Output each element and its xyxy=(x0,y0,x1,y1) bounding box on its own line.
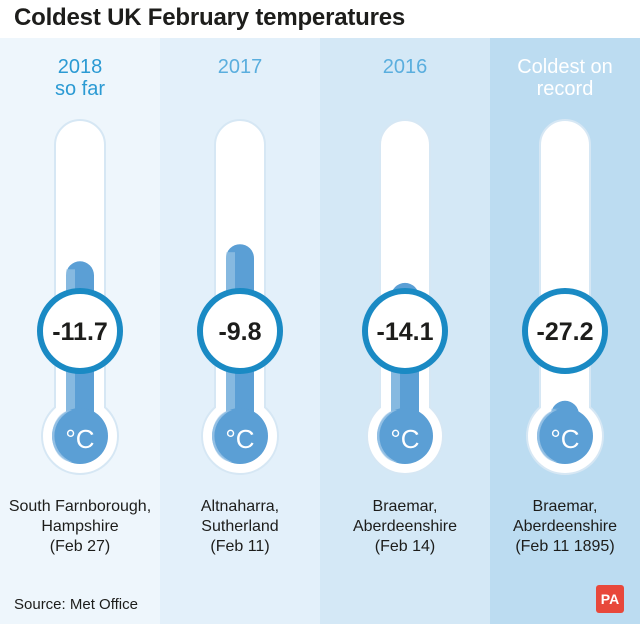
location-line: (Feb 14) xyxy=(374,538,436,555)
category-label: 2018 so far xyxy=(54,56,106,100)
location-line: Braemar, xyxy=(532,498,598,515)
unit-label: °C xyxy=(65,424,94,454)
source-note: Source: Met Office xyxy=(14,596,138,613)
mercury-bulb xyxy=(377,408,433,464)
location-line: Braemar, xyxy=(372,498,438,515)
value-ring xyxy=(522,288,608,374)
chart-panels: 2018 so far °C -11.7 South Farnborough, Hamps… xyxy=(0,38,640,624)
location-line: Altnaharra, xyxy=(200,498,280,515)
unit-label: °C xyxy=(225,424,254,454)
thermometer-0: °C -11.7 xyxy=(37,119,123,475)
chart-title: Coldest UK February temperatures xyxy=(14,4,406,31)
location-line: Aberdeenshire xyxy=(512,518,618,535)
location-line: Hampshire xyxy=(41,518,119,535)
category-label: Coldest on record xyxy=(517,56,613,100)
location-label: Braemar, Aberdeenshire (Feb 14) xyxy=(320,497,490,557)
value-ring xyxy=(362,288,448,374)
value-ring xyxy=(197,288,283,374)
bulb-highlight xyxy=(377,410,397,462)
bulb-highlight xyxy=(52,410,72,462)
location-line: (Feb 11 1895) xyxy=(515,538,615,555)
unit-label: °C xyxy=(550,424,579,454)
mercury-bulb xyxy=(52,408,108,464)
bulb-highlight xyxy=(537,410,557,462)
value-label: -11.7 xyxy=(52,318,108,346)
location-line: South Farnborough, xyxy=(8,498,152,515)
location-label: Altnaharra, Sutherland (Feb 11) xyxy=(160,497,320,557)
location-label: Braemar, Aberdeenshire (Feb 11 1895) xyxy=(490,497,640,557)
unit-label: °C xyxy=(390,424,419,454)
category-label: 2017 xyxy=(217,56,263,78)
value-ring xyxy=(37,288,123,374)
location-line: (Feb 27) xyxy=(49,538,111,555)
value-label: -14.1 xyxy=(377,318,434,346)
category-label: 2016 xyxy=(382,56,428,78)
panel-0: 2018 so far °C -11.7 South Farnborough, Hamps… xyxy=(0,38,160,624)
location-line: Sutherland xyxy=(201,518,279,535)
mercury-bulb xyxy=(212,408,268,464)
pa-logo: PA xyxy=(596,585,624,613)
panel-3: Coldest on record °C -27.2 Braemar, Aberdeens… xyxy=(490,38,640,624)
thermometer-2: °C -14.1 xyxy=(362,119,448,475)
thermometer-3: °C -27.2 xyxy=(522,119,608,475)
thermometer-1: °C -9.8 xyxy=(197,119,283,475)
value-label: -9.8 xyxy=(218,318,261,346)
panel-2: 2016 °C -14.1 Braemar, Aberdeenshire (Feb 14) xyxy=(320,38,490,624)
location-line: Aberdeenshire xyxy=(352,518,458,535)
bulb-highlight xyxy=(212,410,232,462)
location-line: (Feb 11) xyxy=(210,538,270,555)
panel-1: 2017 °C -9.8 Altnaharra, Sutherland (Feb 11) xyxy=(160,38,320,624)
location-label: South Farnborough, Hampshire (Feb 27) xyxy=(0,497,160,557)
mercury-bulb xyxy=(537,408,593,464)
value-label: -27.2 xyxy=(537,318,594,346)
